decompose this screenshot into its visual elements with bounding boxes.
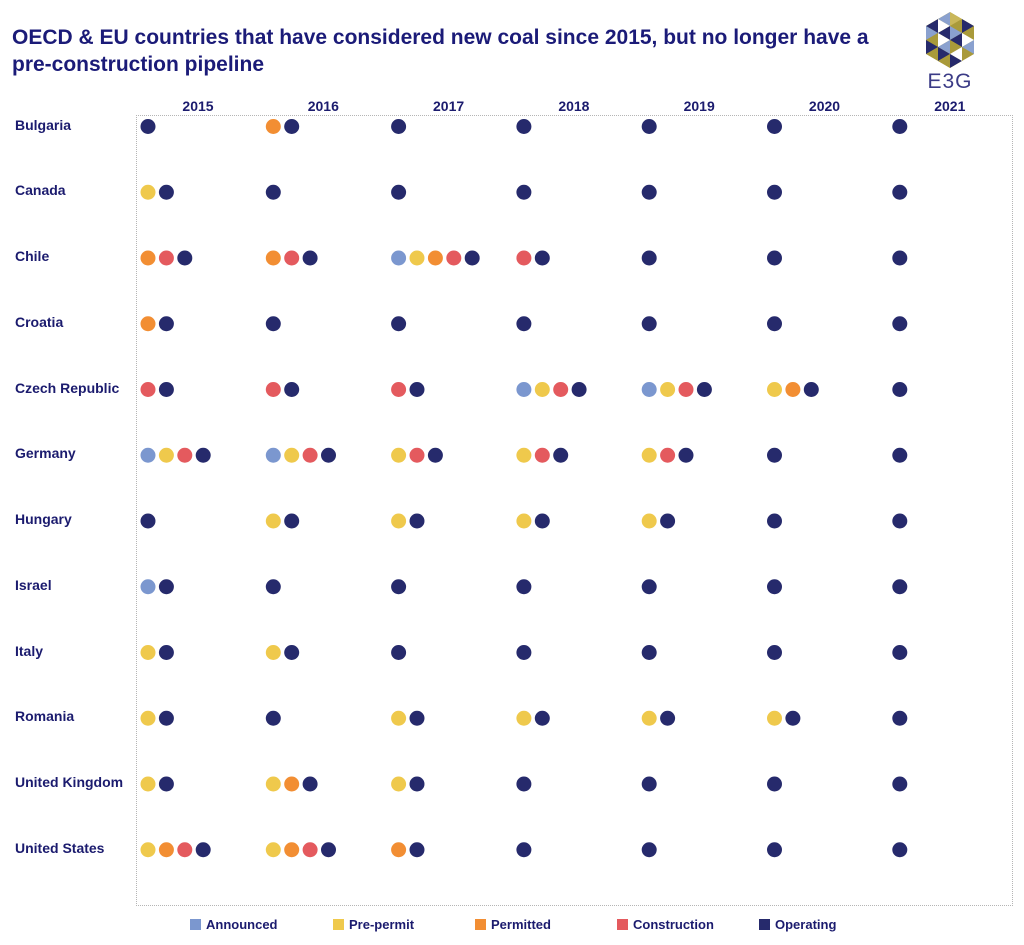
country-label: Romania (15, 708, 75, 725)
legend-swatch (617, 918, 628, 930)
country-label: Canada (15, 182, 66, 199)
e3g-logo: E3G (920, 10, 980, 96)
country-label: Israel (15, 576, 52, 593)
legend-label: Construction (633, 916, 714, 932)
chart-title: OECD & EU countries that have considered… (12, 26, 869, 76)
year-label-2019: 2019 (683, 98, 715, 114)
country-label: United Kingdom (15, 774, 124, 790)
legend-label: Permitted (491, 916, 551, 932)
legend-item-announced: Announced (190, 916, 278, 932)
legend-item-construction: Construction (617, 916, 714, 932)
year-label-2015: 2015 (182, 98, 214, 114)
e3g-logo-text: E3G (927, 70, 973, 93)
legend-swatch (475, 918, 486, 930)
country-label: Italy (15, 642, 44, 659)
legend-swatch (333, 918, 344, 930)
year-label-2018: 2018 (558, 98, 590, 114)
legend-swatch (759, 918, 770, 930)
country-label: Czech Republic (15, 379, 120, 396)
country-label: Hungary (15, 511, 72, 527)
legend-label: Pre-permit (349, 916, 415, 932)
country-label: United States (15, 839, 105, 856)
legend-swatch (190, 918, 201, 930)
legend-item-permitted: Permitted (475, 916, 551, 932)
year-label-2016: 2016 (307, 98, 339, 114)
legend-label: Announced (206, 916, 278, 932)
legend-label: Operating (775, 916, 837, 932)
legend-item-operating: Operating (759, 916, 836, 932)
plot-area (136, 115, 1013, 906)
country-label: Chile (15, 248, 50, 264)
country-label: Germany (15, 445, 76, 462)
year-label-2021: 2021 (934, 98, 966, 114)
country-label: Croatia (15, 313, 64, 330)
legend-item-pre_permit: Pre-permit (333, 916, 414, 932)
year-label-2017: 2017 (433, 98, 465, 114)
e3g-hexagon-icon (926, 12, 974, 68)
country-label: Bulgaria (15, 116, 72, 133)
year-label-2020: 2020 (808, 98, 841, 114)
